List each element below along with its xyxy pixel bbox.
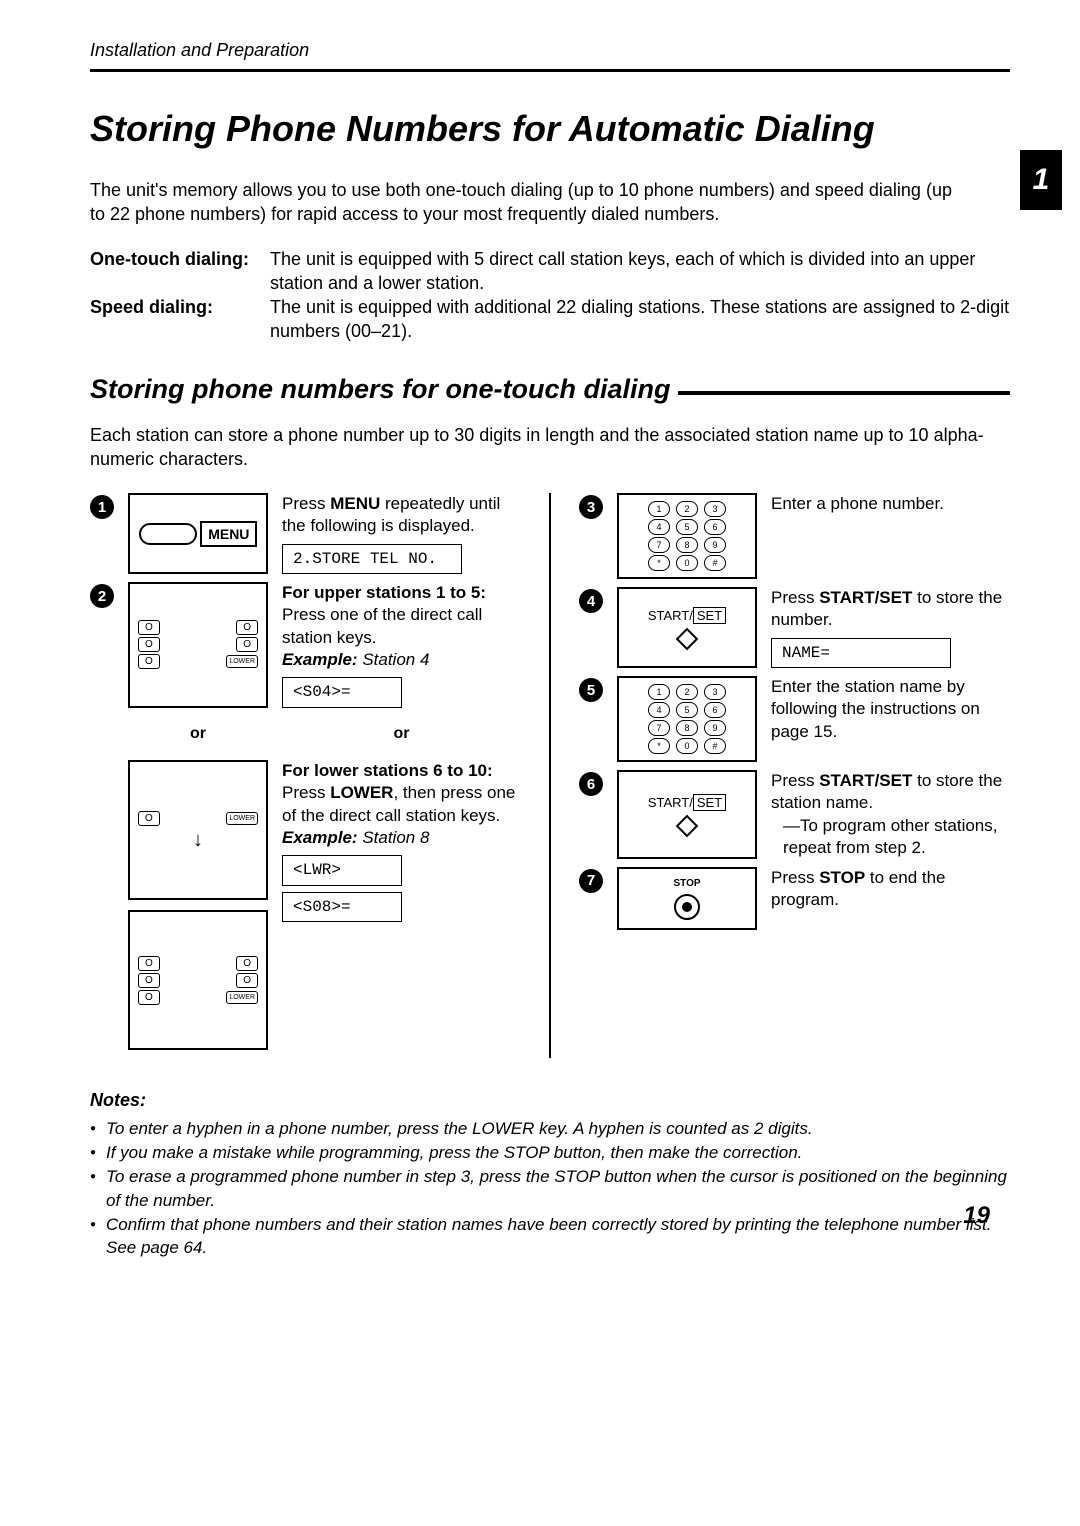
- one-touch-label: One-touch dialing:: [90, 247, 270, 296]
- step-2-or-row: or or: [90, 716, 521, 753]
- lcd-display: <LWR>: [282, 855, 402, 886]
- lower-key-label: LOWER: [226, 655, 258, 668]
- note-item: To enter a hyphen in a phone number, pre…: [90, 1117, 1010, 1141]
- menu-button-illustration: MENU: [128, 493, 268, 574]
- stop-label: STOP: [673, 877, 700, 890]
- notes-list: To enter a hyphen in a phone number, pre…: [90, 1117, 1010, 1260]
- step-2-lower: OLOWER ↓ OO OO OLOWER: [90, 760, 521, 1050]
- step-3-text: Enter a phone number.: [771, 493, 1010, 579]
- station-keys-illustration: OLOWER ↓: [128, 760, 268, 900]
- t: —To program other stations, repeat from …: [771, 815, 1010, 859]
- intro-paragraph: The unit's memory allows you to use both…: [90, 178, 970, 227]
- stop-button-illustration: STOP: [617, 867, 757, 930]
- lower-station-illustrations: OLOWER ↓ OO OO OLOWER: [128, 760, 268, 1050]
- t: SET: [693, 607, 726, 624]
- step-6: 6 START/SET Press START/SET to store the…: [579, 770, 1010, 858]
- subheading: Storing phone numbers for one-touch dial…: [90, 374, 670, 405]
- step-4-text: Press START/SET to store the number. NAM…: [771, 587, 1010, 668]
- keypad-illustration: 123 456 789 *0#: [617, 493, 757, 579]
- note-item: If you make a mistake while programming,…: [90, 1141, 1010, 1165]
- step-number-5: 5: [579, 678, 603, 702]
- left-column: 1 MENU Press MENU repeatedly until the f…: [90, 493, 521, 1058]
- step-3: 3 123 456 789 *0# Enter a phone number.: [579, 493, 1010, 579]
- step-6-text: Press START/SET to store the station nam…: [771, 770, 1010, 858]
- t: Example:: [282, 650, 358, 669]
- subheading-rule: [678, 391, 1010, 395]
- subheading-row: Storing phone numbers for one-touch dial…: [90, 374, 1010, 405]
- step-number-2: 2: [90, 584, 114, 608]
- sub-intro: Each station can store a phone number up…: [90, 423, 1010, 472]
- diamond-icon: [676, 628, 699, 651]
- stop-icon: [674, 894, 700, 920]
- step-number-3: 3: [579, 495, 603, 519]
- diamond-icon: [676, 815, 699, 838]
- step-number-6: 6: [579, 772, 603, 796]
- t: SET: [693, 794, 726, 811]
- step-2: 2 OO OO OLOWER For upper stations 1 to 5…: [90, 582, 521, 707]
- t: START/: [648, 795, 693, 810]
- t: Station 8: [358, 828, 430, 847]
- step-5-text: Enter the station name by following the …: [771, 676, 1010, 762]
- t: Example:: [282, 828, 358, 847]
- t: START/SET: [819, 771, 912, 790]
- step-5: 5 123 456 789 *0# Enter the station name…: [579, 676, 1010, 762]
- one-touch-text: The unit is equipped with 5 direct call …: [270, 247, 1010, 296]
- menu-key-label: MENU: [200, 521, 257, 547]
- header-rule: [90, 69, 1010, 72]
- lcd-display: NAME=: [771, 638, 951, 669]
- station-keys-illustration: OO OO OLOWER: [128, 910, 268, 1050]
- t: LOWER: [330, 783, 393, 802]
- step-7: 7 STOP Press STOP to end the program.: [579, 867, 1010, 930]
- t: STOP: [819, 868, 865, 887]
- t: MENU: [330, 494, 380, 513]
- speed-text: The unit is equipped with additional 22 …: [270, 295, 1010, 344]
- t: For upper stations 1 to 5:: [282, 583, 486, 602]
- step-2-lower-text: For lower stations 6 to 10: Press LOWER,…: [282, 760, 521, 1050]
- station-keys-illustration: OO OO OLOWER: [128, 582, 268, 707]
- lcd-display: <S08>=: [282, 892, 402, 923]
- step-1-text: Press MENU repeatedly until the followin…: [282, 493, 521, 574]
- t: Press: [282, 783, 330, 802]
- or-label: or: [128, 724, 268, 745]
- t: Station 4: [358, 650, 430, 669]
- t: Press: [771, 588, 819, 607]
- step-1: 1 MENU Press MENU repeatedly until the f…: [90, 493, 521, 574]
- keypad-illustration: 123 456 789 *0#: [617, 676, 757, 762]
- t: Press: [771, 868, 819, 887]
- step-number-4: 4: [579, 589, 603, 613]
- chapter-tab: 1: [1020, 150, 1062, 210]
- t: START/SET: [819, 588, 912, 607]
- running-header: Installation and Preparation: [90, 40, 1010, 65]
- step-number-1: 1: [90, 495, 114, 519]
- steps-columns: 1 MENU Press MENU repeatedly until the f…: [90, 493, 1010, 1058]
- t: Press: [771, 771, 819, 790]
- notes-heading: Notes:: [90, 1090, 1010, 1111]
- arrow-down-icon: ↓: [193, 830, 203, 850]
- step-2-upper-text: For upper stations 1 to 5: Press one of …: [282, 582, 521, 707]
- page-title: Storing Phone Numbers for Automatic Dial…: [90, 108, 1010, 150]
- step-4: 4 START/SET Press START/SET to store the…: [579, 587, 1010, 668]
- page: 1 Installation and Preparation Storing P…: [0, 0, 1080, 1320]
- definitions: One-touch dialing: The unit is equipped …: [90, 247, 1010, 344]
- t: START/: [648, 608, 693, 623]
- right-column: 3 123 456 789 *0# Enter a phone number. …: [579, 493, 1010, 1058]
- lower-key-label: LOWER: [226, 991, 258, 1004]
- start-set-illustration: START/SET: [617, 770, 757, 858]
- page-number: 19: [963, 1202, 990, 1230]
- step-number-7: 7: [579, 869, 603, 893]
- oval-icon: [139, 523, 197, 545]
- t: Press: [282, 494, 330, 513]
- start-set-illustration: START/SET: [617, 587, 757, 668]
- step-7-text: Press STOP to end the program.: [771, 867, 1010, 930]
- lcd-display: <S04>=: [282, 677, 402, 708]
- note-item: To erase a programmed phone number in st…: [90, 1165, 1010, 1213]
- t: For lower stations 6 to 10:: [282, 761, 493, 780]
- speed-label: Speed dialing:: [90, 295, 270, 344]
- column-divider: [549, 493, 551, 1058]
- or-label: or: [282, 724, 521, 745]
- note-item: Confirm that phone numbers and their sta…: [90, 1213, 1010, 1261]
- t: Press one of the direct call station key…: [282, 605, 482, 646]
- lower-key-label: LOWER: [226, 812, 258, 825]
- lcd-display: 2.STORE TEL NO.: [282, 544, 462, 575]
